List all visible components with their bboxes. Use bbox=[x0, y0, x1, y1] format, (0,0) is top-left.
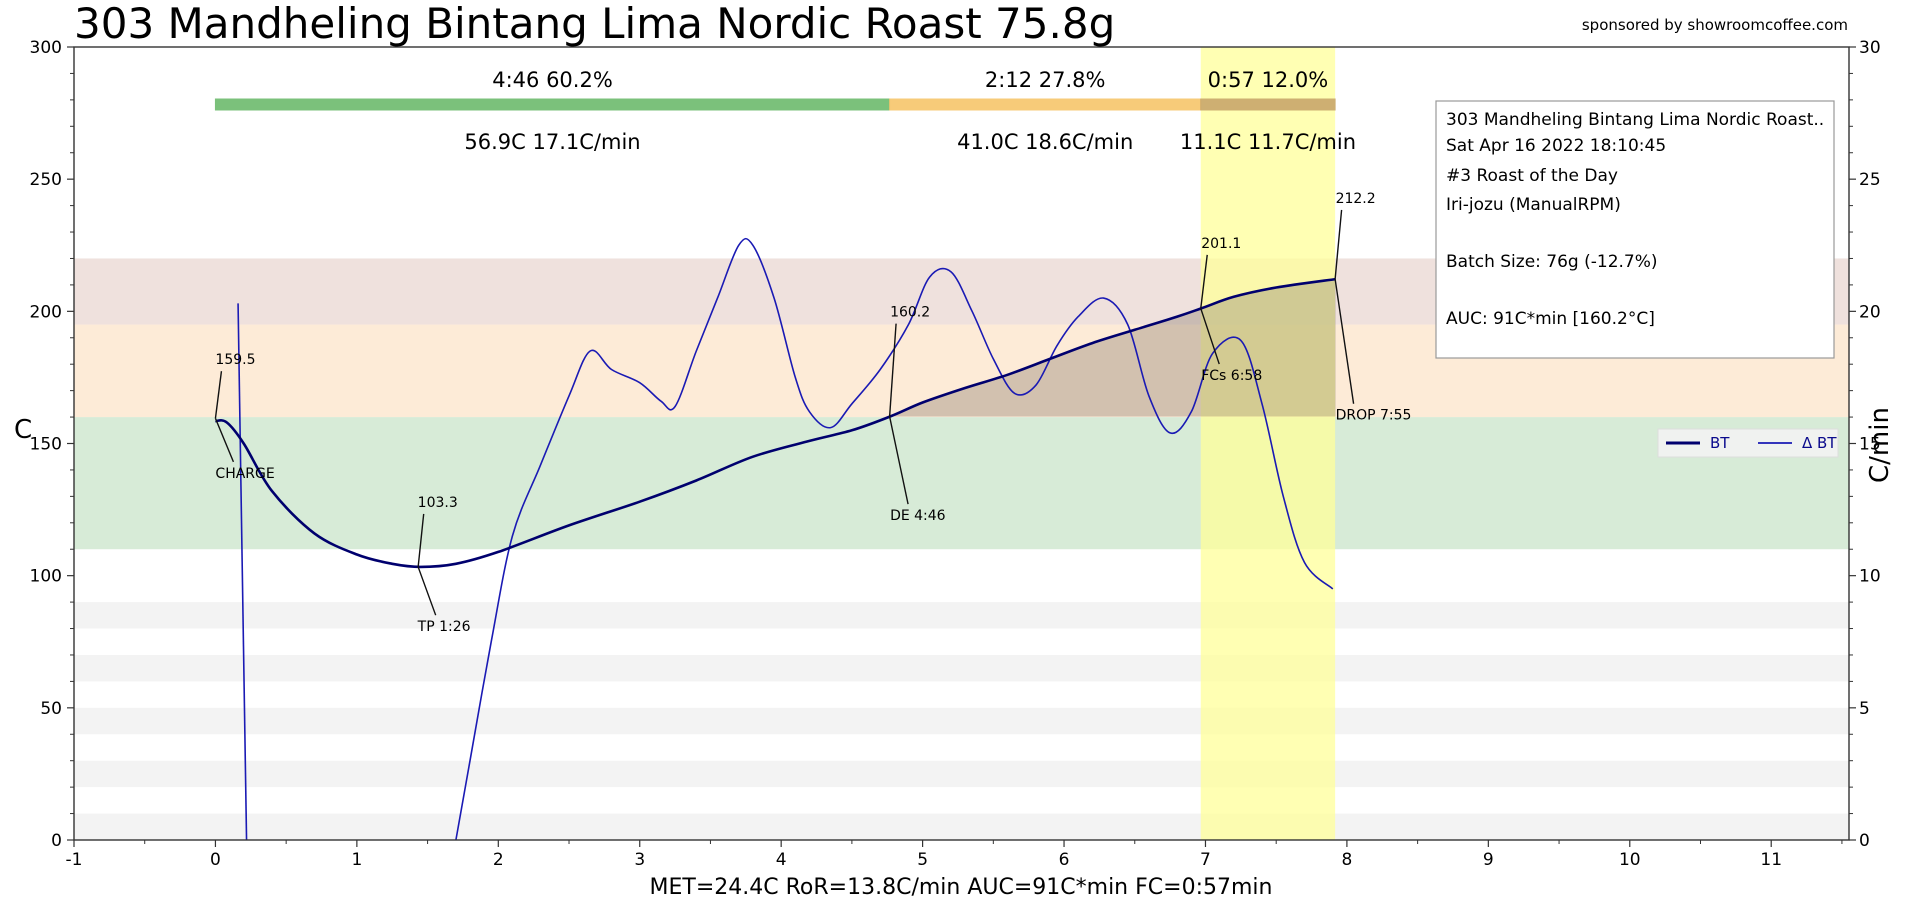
event-value-label: 201.1 bbox=[1201, 236, 1241, 252]
y-tick-label: 0 bbox=[51, 831, 62, 851]
bg-stripe bbox=[74, 602, 1849, 629]
y-tick-label: 50 bbox=[40, 699, 62, 719]
stats-footer: MET=24.4C RoR=13.8C/min AUC=91C*min FC=0… bbox=[650, 875, 1273, 900]
event-value-label: 160.2 bbox=[890, 305, 930, 321]
phase-band-green bbox=[74, 417, 1849, 550]
sponsor-text: sponsored by showroomcoffee.com bbox=[1582, 16, 1848, 34]
phase-label-bottom: 11.1C 11.7C/min bbox=[1180, 130, 1356, 154]
info-line: AUC: 91C*min [160.2°C] bbox=[1446, 309, 1655, 329]
x-tick-label: 7 bbox=[1200, 850, 1211, 870]
phase-label-bottom: 56.9C 17.1C/min bbox=[464, 130, 640, 154]
bg-stripe bbox=[74, 813, 1849, 840]
y-tick-label: 200 bbox=[30, 302, 62, 322]
event-leader-top bbox=[417, 513, 425, 568]
event-leader-top bbox=[214, 371, 223, 419]
info-line: 303 Mandheling Bintang Lima Nordic Roast… bbox=[1446, 110, 1824, 130]
roast-info-box: 303 Mandheling Bintang Lima Nordic Roast… bbox=[1435, 100, 1835, 359]
phase-bar-development bbox=[1200, 98, 1336, 111]
event-leader-bottom bbox=[1334, 278, 1355, 404]
event-leader-bottom bbox=[214, 418, 235, 463]
dbt-line bbox=[455, 237, 1334, 841]
bg-stripe bbox=[74, 654, 1849, 682]
y-tick-label: 300 bbox=[30, 38, 62, 58]
x-tick-label: 3 bbox=[634, 850, 645, 870]
y2-tick-label: 30 bbox=[1859, 38, 1881, 58]
y2-axis-label: C/min bbox=[1865, 407, 1895, 483]
x-tick-label: 4 bbox=[776, 850, 787, 870]
event-leader-top bbox=[1334, 209, 1343, 280]
phase-bar-drying bbox=[214, 98, 891, 111]
event-label: CHARGE bbox=[215, 466, 274, 482]
x-tick-label: 8 bbox=[1341, 850, 1352, 870]
legend: BT Δ BT bbox=[1657, 428, 1839, 458]
x-tick-label: 9 bbox=[1483, 850, 1494, 870]
event-leader-bottom bbox=[1200, 308, 1220, 365]
event-label: FCs 6:58 bbox=[1201, 368, 1262, 384]
event-value-label: 103.3 bbox=[418, 495, 458, 511]
legend-dbt-label: Δ BT bbox=[1802, 434, 1837, 452]
x-tick-label: 2 bbox=[493, 850, 504, 870]
event-value-label: 159.5 bbox=[215, 352, 255, 368]
info-line: #3 Roast of the Day bbox=[1446, 166, 1618, 186]
event-label: DE 4:46 bbox=[890, 508, 946, 524]
event-label: DROP 7:55 bbox=[1336, 408, 1412, 424]
y2-tick-label: 15 bbox=[1859, 435, 1881, 455]
event-leader-bottom bbox=[888, 416, 909, 505]
y2-tick-label: 25 bbox=[1859, 170, 1881, 190]
bg-stripe bbox=[74, 760, 1849, 788]
chart-title: 303 Mandheling Bintang Lima Nordic Roast… bbox=[74, 0, 1115, 48]
bt-line bbox=[215, 277, 1336, 569]
info-line: Iri-jozu (ManualRPM) bbox=[1446, 195, 1621, 215]
phase-label-top: 2:12 27.8% bbox=[985, 68, 1106, 92]
y2-tick-label: 10 bbox=[1859, 567, 1881, 587]
y2-tick-label: 0 bbox=[1859, 831, 1870, 851]
x-tick-label: 0 bbox=[210, 850, 221, 870]
phase-bar-maillard bbox=[889, 98, 1202, 111]
event-leader-top bbox=[1200, 254, 1208, 309]
dbt-line-spike bbox=[237, 303, 248, 841]
x-tick-label: 11 bbox=[1760, 850, 1782, 870]
bg-stripe bbox=[74, 707, 1849, 735]
event-label: TP 1:26 bbox=[417, 619, 471, 635]
event-value-label: 212.2 bbox=[1336, 191, 1376, 207]
x-tick-label: 10 bbox=[1619, 850, 1641, 870]
phase-label-bottom: 41.0C 18.6C/min bbox=[957, 130, 1133, 154]
y-tick-label: 250 bbox=[30, 170, 62, 190]
legend-bt-label: BT bbox=[1710, 434, 1730, 452]
event-leader-top bbox=[888, 323, 897, 417]
phase-label-top: 0:57 12.0% bbox=[1208, 68, 1329, 92]
y2-tick-label: 5 bbox=[1859, 699, 1870, 719]
x-tick-label: -1 bbox=[66, 850, 83, 870]
phase-label-top: 4:46 60.2% bbox=[492, 68, 613, 92]
event-leader-bottom bbox=[417, 566, 437, 616]
y-tick-label: 150 bbox=[30, 435, 62, 455]
x-tick-label: 5 bbox=[917, 850, 928, 870]
y-tick-label: 100 bbox=[30, 567, 62, 587]
y-axis-label: C bbox=[14, 415, 32, 445]
x-tick-label: 6 bbox=[1059, 850, 1070, 870]
info-line: Sat Apr 16 2022 18:10:45 bbox=[1446, 136, 1666, 156]
x-tick-label: 1 bbox=[351, 850, 362, 870]
development-highlight bbox=[1200, 47, 1336, 840]
auc-area bbox=[890, 279, 1336, 417]
y2-tick-label: 20 bbox=[1859, 302, 1881, 322]
info-line: Batch Size: 76g (-12.7%) bbox=[1446, 252, 1658, 272]
